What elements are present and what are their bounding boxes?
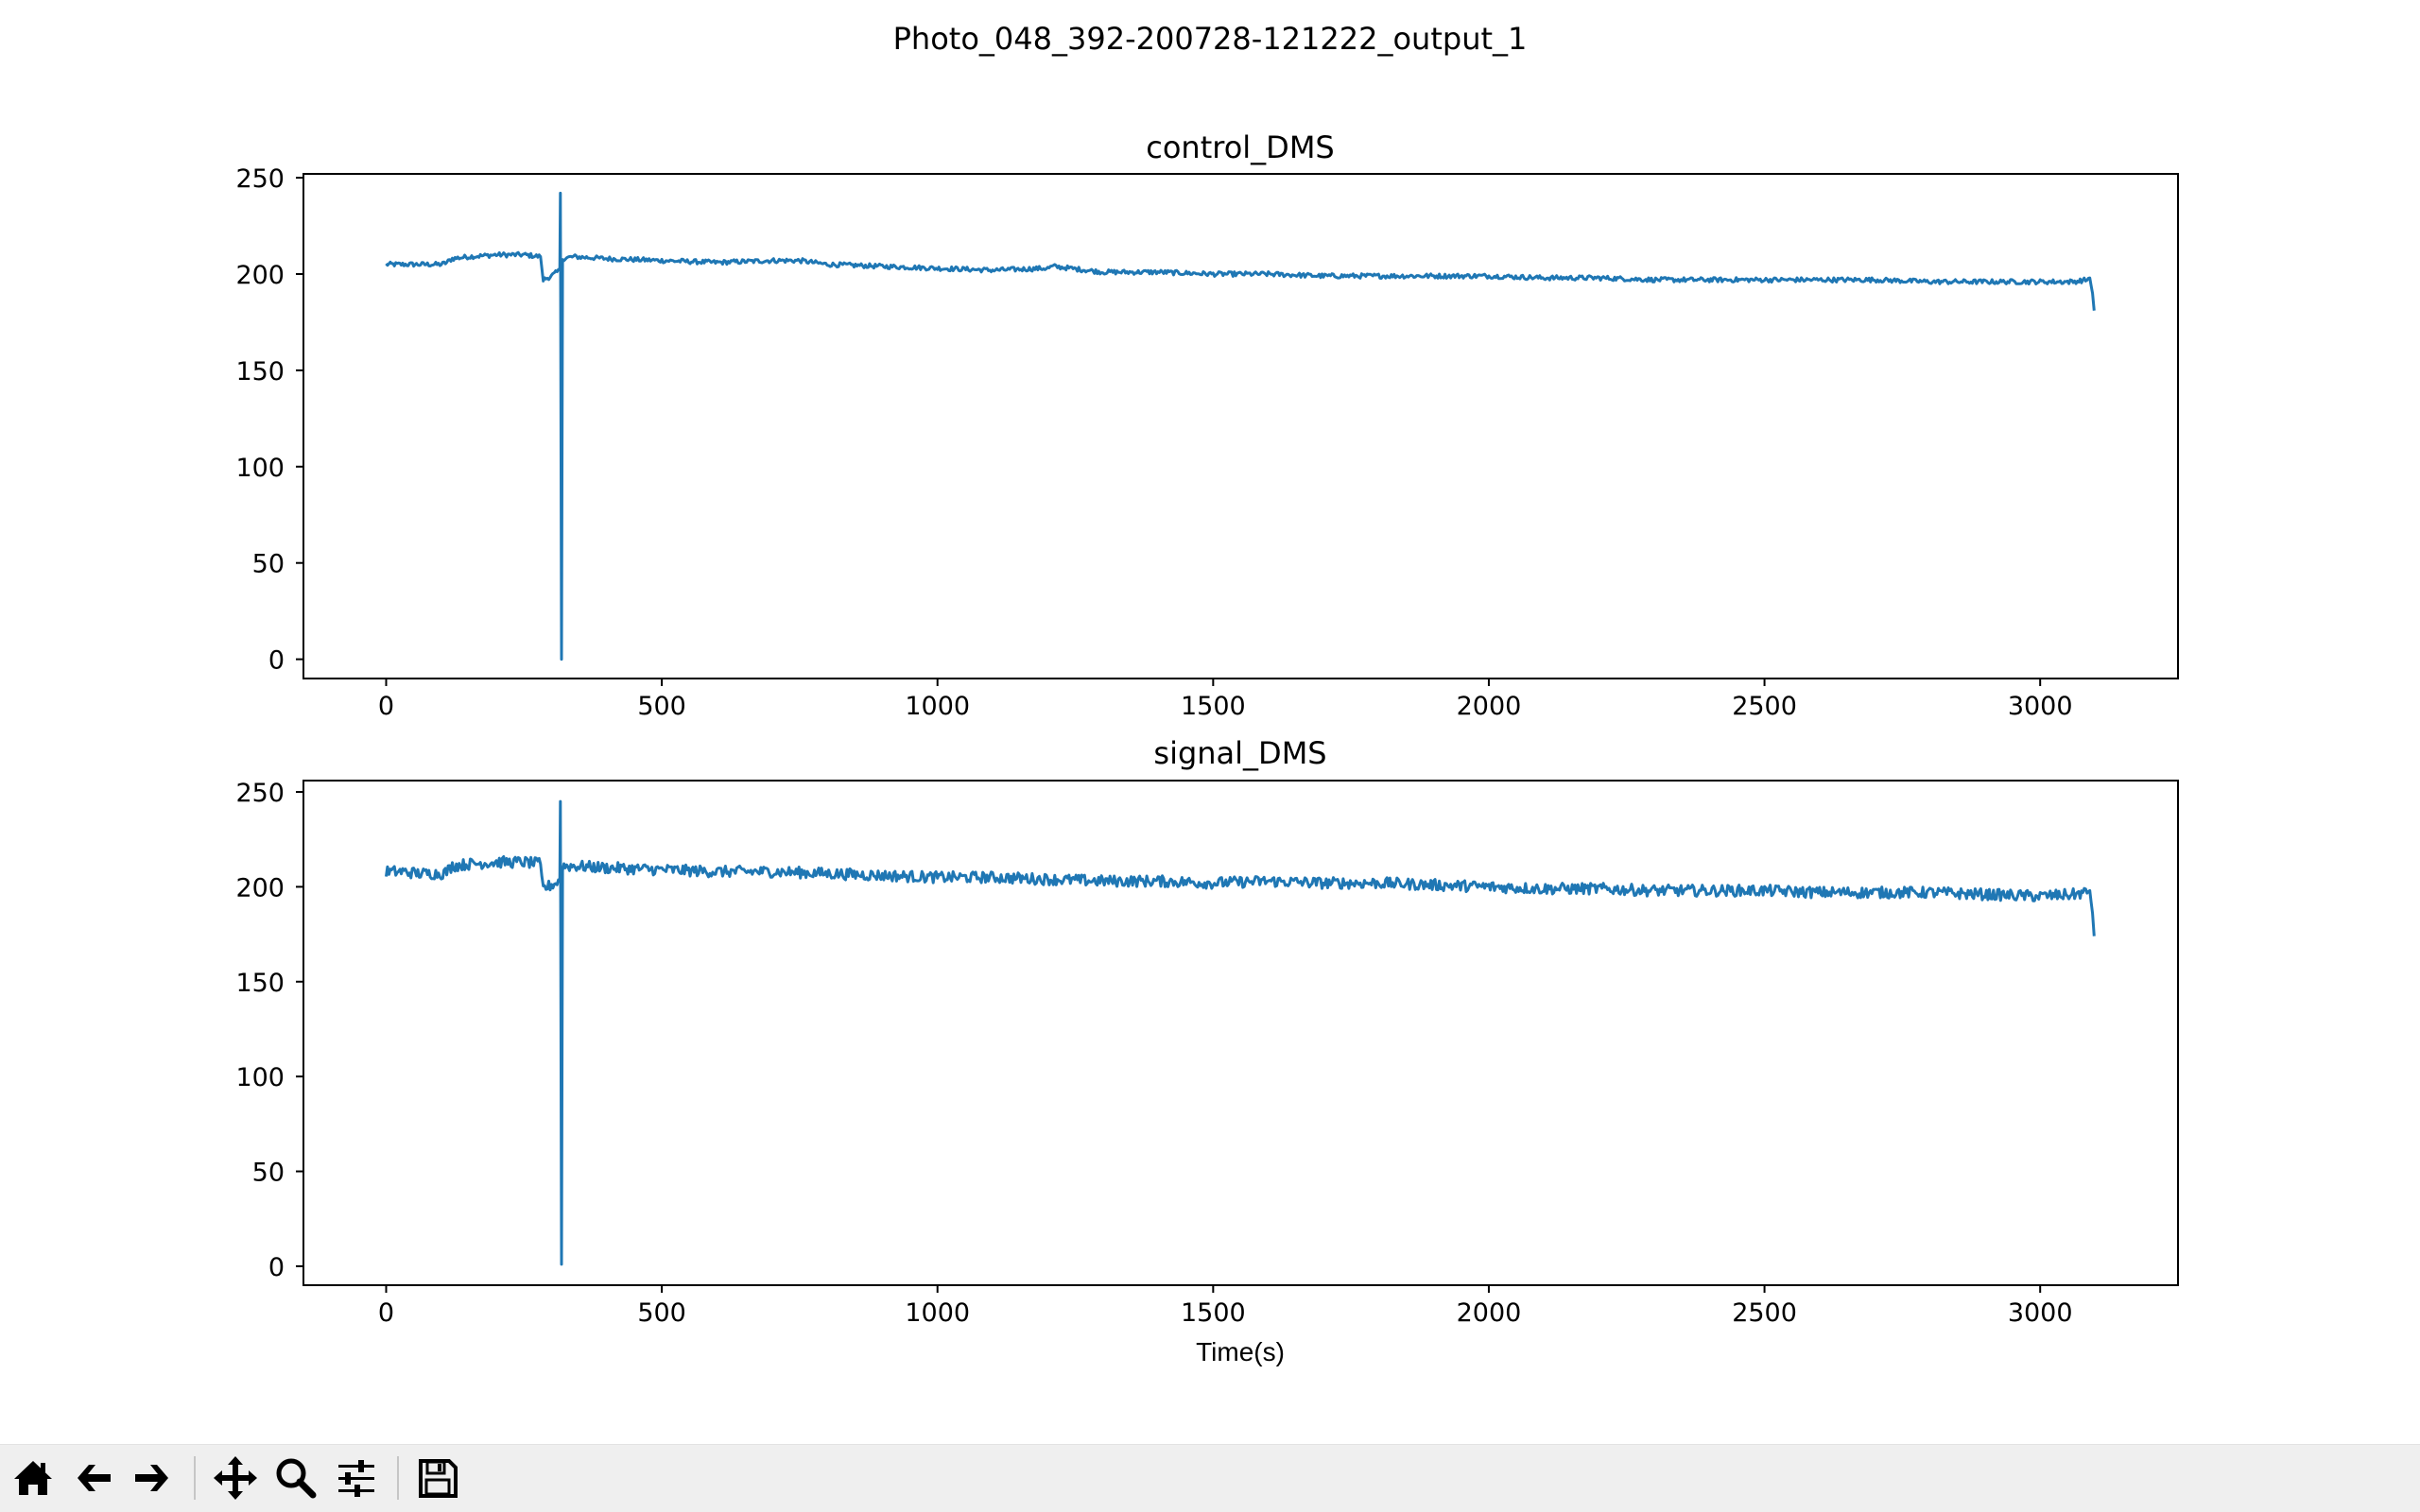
signal-dms-ytick-label: 100 — [235, 1063, 285, 1092]
floppy-disk-icon — [419, 1459, 458, 1498]
signal-dms-xtick-label: 1500 — [1181, 1298, 1246, 1328]
control-dms-frame — [302, 173, 2179, 679]
home-icon — [14, 1461, 52, 1495]
toolbar-separator — [397, 1456, 399, 1500]
signal-dms-title: signal_DMS — [1153, 735, 1326, 771]
control-dms-xtick-label: 3000 — [2008, 692, 2073, 721]
figure-canvas: Photo_048_392-200728-121222_output_1 con… — [235, 21, 2179, 1366]
control-dms-xtick-label: 2000 — [1457, 692, 1522, 721]
toolbar-separator — [194, 1456, 196, 1500]
home-button[interactable] — [8, 1452, 59, 1503]
control-dms-ytick-label: 50 — [252, 550, 285, 579]
signal-dms-xtick-label: 3000 — [2008, 1298, 2073, 1328]
control-dms-axes: control_DMS 0 500 1000 1500 2000 2500 3000 0 50 1… — [235, 129, 2179, 721]
forward-button[interactable] — [127, 1452, 178, 1503]
control-dms-ytick-label: 100 — [235, 454, 285, 483]
configure-subplots-button[interactable] — [331, 1452, 382, 1503]
signal-dms-ytick-label: 150 — [235, 969, 285, 998]
control-dms-ytick-label: 200 — [235, 261, 285, 290]
signal-dms-xtick-label: 500 — [637, 1298, 686, 1328]
signal-dms-xlabel: Time(s) — [1196, 1337, 1285, 1366]
signal-dms-ytick-label: 250 — [235, 779, 285, 808]
signal-dms-ytick-label: 200 — [235, 873, 285, 902]
signal-dms-xtick-label: 1000 — [905, 1298, 970, 1328]
figure-title: Photo_048_392-200728-121222_output_1 — [893, 21, 1528, 57]
control-dms-series-line — [385, 191, 2096, 662]
pan-button[interactable] — [210, 1452, 261, 1503]
navigation-toolbar — [0, 1444, 2420, 1512]
control-dms-xtick-label: 2500 — [1732, 692, 1797, 721]
signal-dms-ytick-label: 0 — [268, 1253, 285, 1282]
control-dms-ytick-label: 150 — [235, 357, 285, 387]
control-dms-xtick-label: 1000 — [905, 692, 970, 721]
signal-dms-axes: signal_DMS 0 500 1000 1500 2000 2500 3000 0 50 10… — [235, 735, 2179, 1366]
control-dms-ytick-label: 0 — [268, 646, 285, 676]
signal-dms-xtick-label: 2000 — [1457, 1298, 1522, 1328]
magnifier-icon — [276, 1458, 317, 1499]
control-dms-xtick-label: 500 — [637, 692, 686, 721]
signal-dms-frame — [302, 780, 2179, 1286]
move-icon — [214, 1456, 257, 1500]
save-button[interactable] — [412, 1452, 463, 1503]
back-button[interactable] — [68, 1452, 119, 1503]
signal-dms-xtick-label: 2500 — [1732, 1298, 1797, 1328]
signal-dms-xtick-label: 0 — [378, 1298, 394, 1328]
sliders-icon — [338, 1460, 374, 1497]
control-dms-plot — [385, 191, 2096, 662]
control-dms-xtick-label: 1500 — [1181, 692, 1246, 721]
arrow-right-icon — [135, 1465, 168, 1491]
zoom-button[interactable] — [270, 1452, 321, 1503]
control-dms-ytick-label: 250 — [235, 164, 285, 194]
signal-dms-ticks: 0 500 1000 1500 2000 2500 3000 0 50 100 150 200 250 — [235, 779, 2072, 1328]
control-dms-ticks: 0 500 1000 1500 2000 2500 3000 0 50 100 150 200 250 — [235, 164, 2072, 721]
control-dms-xtick-label: 0 — [378, 692, 394, 721]
signal-dms-plot — [385, 799, 2096, 1266]
signal-dms-series-line — [385, 799, 2096, 1266]
signal-dms-ytick-label: 50 — [252, 1159, 285, 1188]
arrow-left-icon — [78, 1465, 111, 1491]
control-dms-title: control_DMS — [1146, 129, 1334, 165]
